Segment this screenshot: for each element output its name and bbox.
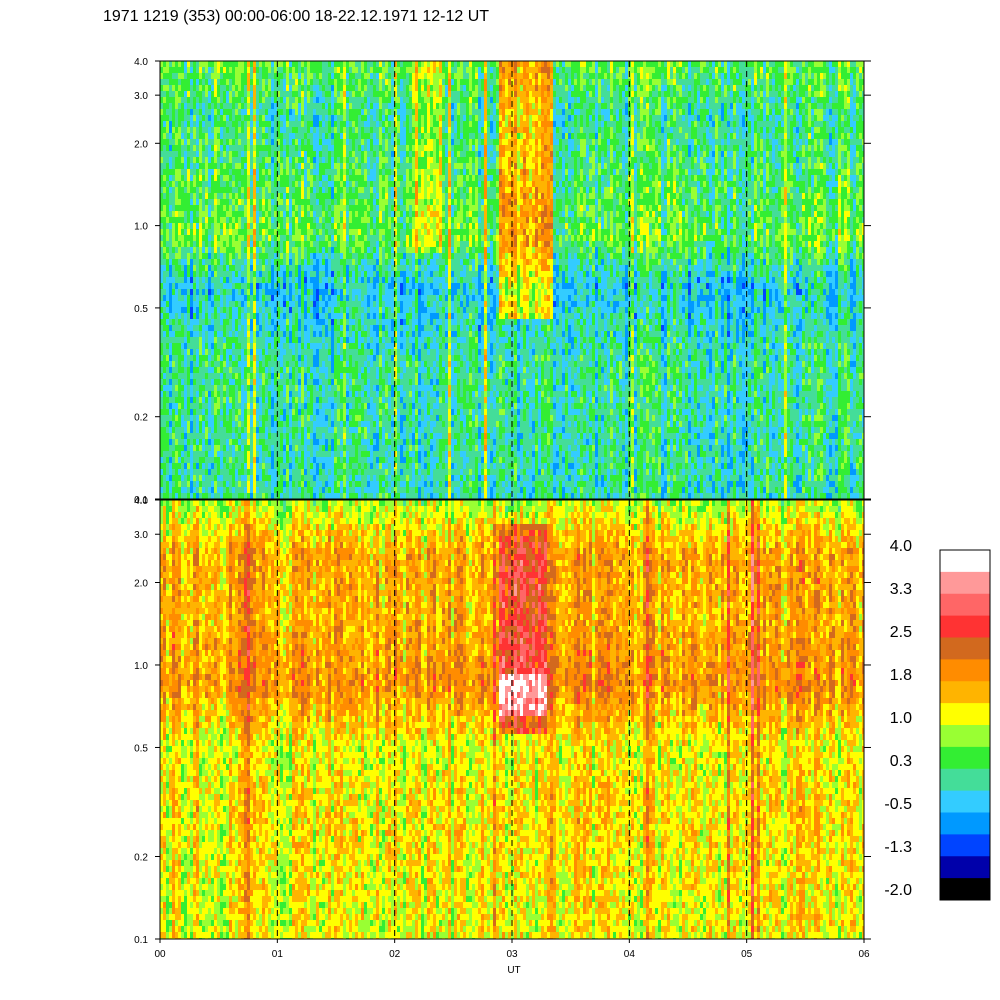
colorbar-tick-label: -2.0 [884,882,912,899]
colorbar-swatch [940,637,990,660]
y-tick-label: 0.5 [134,304,148,315]
colorbar-swatch [940,615,990,638]
y-tick-label: 4.0 [134,496,148,507]
colorbar-tick-label: -0.5 [884,796,912,813]
colorbar-swatch [940,834,990,857]
colorbar-swatch [940,812,990,835]
colorbar-swatch [940,659,990,682]
y-tick-label: 2.0 [134,139,148,150]
lower-spectrogram-panel: 0.1 0.2 0.5 1.0 2.0 3.0 4.0 00 01 02 03 04 05 06 UT [134,496,871,976]
colorbar-tick-label: 3.3 [890,581,912,598]
x-tick-label: 03 [506,949,518,960]
colorbar-frame [939,549,991,901]
spectrogram-cells [160,61,864,499]
spectrogram-cells [160,500,864,939]
colorbar-swatch [940,681,990,704]
colorbar-swatch [940,768,990,792]
x-tick-label: 01 [272,949,284,960]
x-tick-label: 02 [389,949,401,960]
y-tick-label: 0.1 [134,935,148,946]
colorbar: 4.0 3.3 2.5 1.8 1.0 0.3 -0.5 -1.3 -2.0 [884,538,991,901]
upper-spectrogram-panel: 0.1 0.2 0.5 1.0 2.0 3.0 4.0 [134,57,871,506]
colorbar-tick-label: 1.8 [890,667,912,684]
y-tick-label: 0.1 [134,495,148,506]
y-tick-label: 2.0 [134,578,148,589]
colorbar-swatch [940,703,990,726]
y-tick-label: 3.0 [134,91,148,102]
y-tick-label: 0.2 [134,853,148,864]
figure-title: 1971 1219 (353) 00:00-06:00 18-22.12.197… [103,8,489,25]
y-tick-label: 3.0 [134,530,148,541]
colorbar-swatch [940,725,990,748]
colorbar-swatch [940,856,990,879]
x-axis-label: UT [507,965,520,976]
colorbar-swatch [940,593,990,617]
colorbar-swatch [940,746,990,770]
y-tick-label: 4.0 [134,57,148,68]
y-tick-label: 0.2 [134,413,148,424]
colorbar-swatch [940,550,990,573]
x-tick-label: 05 [741,949,753,960]
x-tick-label: 04 [624,949,636,960]
colorbar-tick-label: 1.0 [890,710,912,727]
x-tick-label: 06 [858,949,870,960]
colorbar-tick-label: 0.3 [890,753,912,770]
y-tick-label: 0.5 [134,743,148,754]
colorbar-tick-label: -1.3 [884,839,912,856]
colorbar-swatch [940,790,990,813]
x-tick-label: 00 [154,949,166,960]
colorbar-tick-label: 2.5 [890,624,912,641]
y-tick-label: 1.0 [134,222,148,233]
colorbar-swatch [940,571,990,595]
y-tick-label: 1.0 [134,661,148,672]
colorbar-tick-label: 4.0 [890,538,912,555]
colorbar-swatch [940,878,990,901]
